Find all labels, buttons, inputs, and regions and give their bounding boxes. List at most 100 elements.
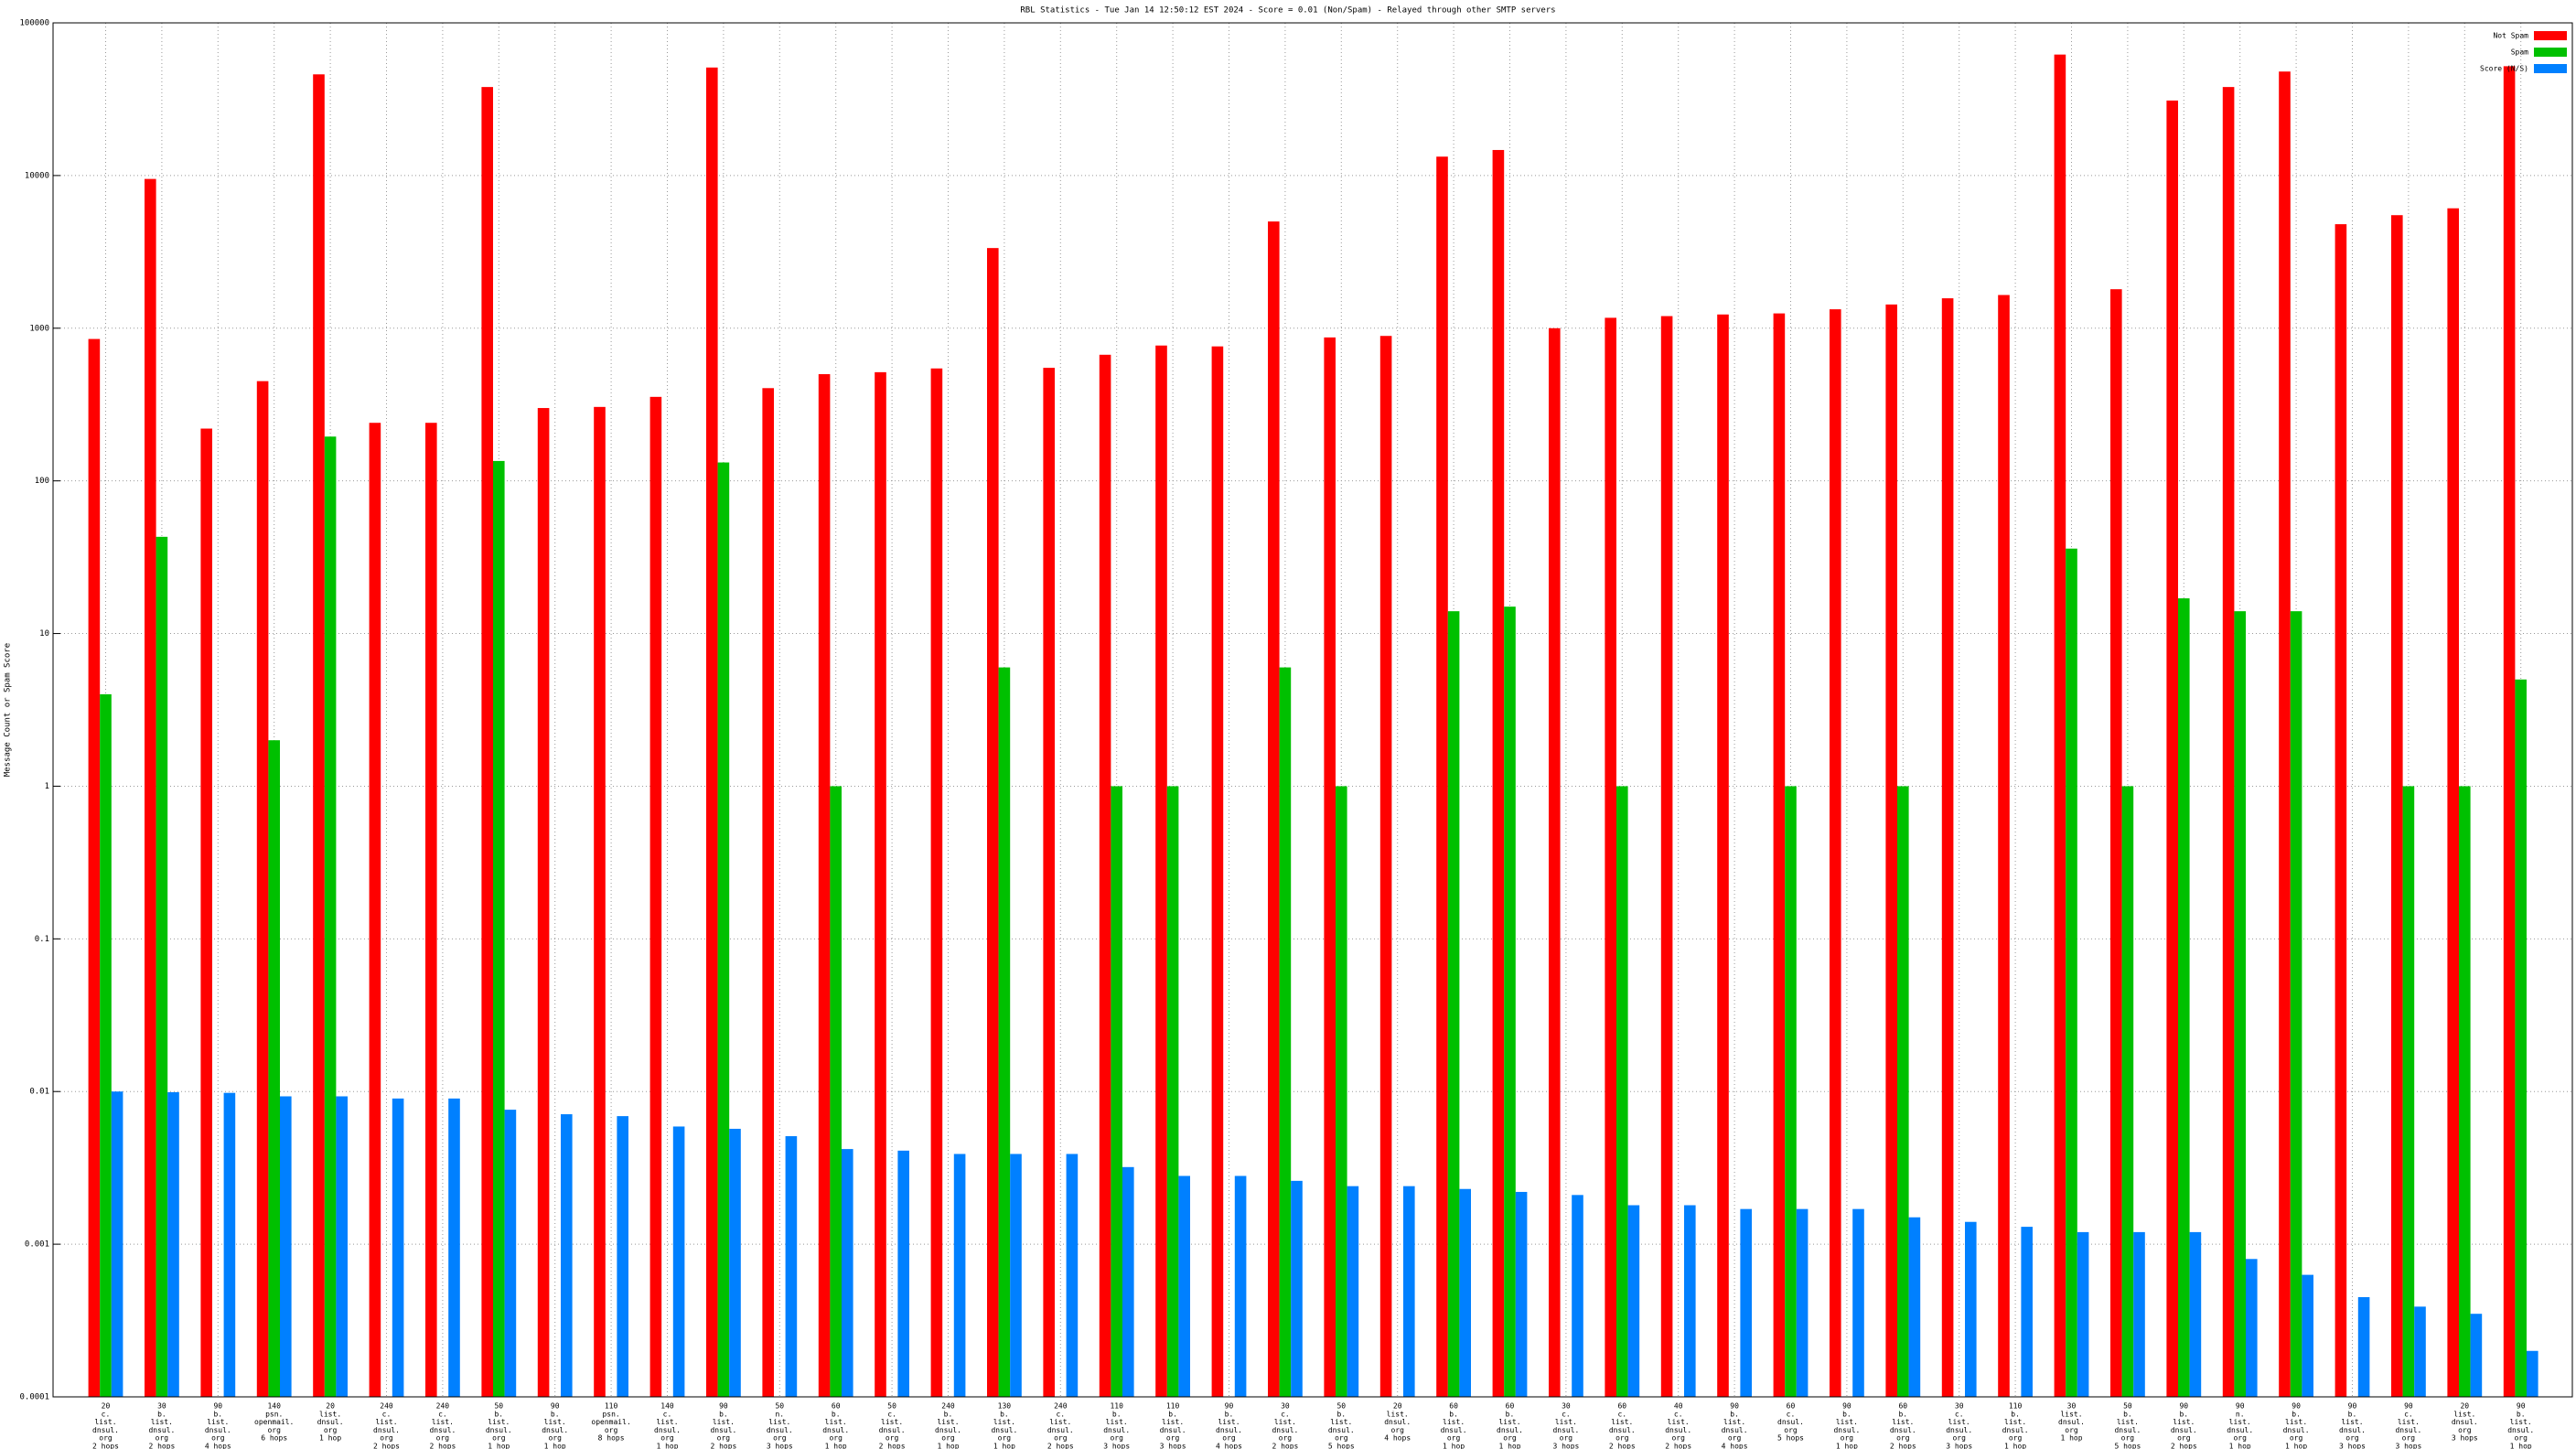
x-tick-label: dnsul.	[822, 1426, 849, 1434]
x-tick-label: 240	[436, 1402, 450, 1411]
bar	[1155, 345, 1167, 1398]
bar	[1447, 611, 1460, 1397]
bar	[2447, 208, 2459, 1397]
bar	[594, 406, 606, 1397]
x-tick-label: org	[267, 1426, 281, 1434]
x-tick-label: list.	[488, 1418, 510, 1426]
bar	[672, 1126, 685, 1397]
x-tick-label: dnsul.	[2171, 1426, 2197, 1434]
bar	[256, 381, 269, 1397]
bar	[561, 1114, 573, 1397]
bar	[1234, 1175, 1247, 1397]
x-tick-label: b.	[2123, 1410, 2132, 1418]
bar	[280, 1096, 292, 1397]
bar	[1998, 295, 2010, 1397]
x-tick-label: 1 hop	[1836, 1443, 1858, 1449]
x-tick-label: dnsul.	[935, 1426, 961, 1434]
x-tick-label: 140	[267, 1402, 281, 1411]
x-tick-label: 2 hops	[148, 1443, 175, 1449]
x-tick-label: 90	[2404, 1402, 2413, 1411]
x-tick-label: dnsul.	[1160, 1426, 1186, 1434]
x-tick-label: 50	[494, 1402, 503, 1411]
x-tick-label: list.	[2285, 1418, 2307, 1426]
x-tick-label: org	[1503, 1434, 1517, 1443]
bar	[1660, 316, 1673, 1398]
x-tick-label: dnsul.	[2452, 1418, 2478, 1426]
x-tick-label: 2 hops	[1047, 1443, 1074, 1449]
x-tick-label: dnsul.	[542, 1426, 568, 1434]
x-tick-label: list.	[94, 1418, 116, 1426]
bar	[729, 1128, 741, 1397]
x-tick-label: 1 hop	[1443, 1443, 1465, 1449]
x-tick-label: 60	[1898, 1402, 1907, 1411]
x-tick-label: 50	[2123, 1402, 2132, 1411]
bar	[998, 667, 1011, 1397]
bar	[1897, 786, 1909, 1397]
x-tick-label: org	[1335, 1434, 1348, 1443]
bar	[223, 1092, 236, 1397]
y-tick-label: 0.001	[25, 1240, 49, 1250]
bar	[2246, 1259, 2258, 1397]
bar	[1403, 1186, 1415, 1397]
x-tick-label: b.	[1168, 1410, 1177, 1418]
x-tick-label: 3 hops	[2339, 1443, 2366, 1449]
x-tick-label: org	[436, 1434, 450, 1443]
bar	[481, 87, 493, 1398]
legend-label: Score (N/S)	[2480, 65, 2528, 73]
x-tick-label: dnsul.	[92, 1426, 119, 1434]
x-tick-label: 140	[660, 1402, 674, 1411]
legend-label: Spam	[2511, 48, 2528, 57]
y-tick-label: 100000	[19, 19, 49, 28]
bar	[1773, 313, 1786, 1397]
x-tick-label: list.	[1892, 1418, 1914, 1426]
x-tick-label: dnsul.	[1328, 1426, 1355, 1434]
bar	[2279, 71, 2291, 1398]
bar	[1291, 1180, 1303, 1397]
x-tick-label: dnsul.	[1890, 1426, 1916, 1434]
x-tick-label: org	[2345, 1434, 2359, 1443]
y-tick-label: 100	[35, 477, 49, 486]
x-tick-label: list.	[713, 1418, 735, 1426]
bar	[818, 374, 831, 1397]
x-tick-label: list.	[151, 1418, 173, 1426]
x-tick-label: 90	[2292, 1402, 2301, 1411]
x-tick-label: dnsul.	[2339, 1426, 2366, 1434]
x-tick-label: 2 hops	[92, 1443, 119, 1449]
bar	[2178, 598, 2190, 1397]
x-tick-label: 4 hops	[1384, 1434, 1411, 1443]
x-tick-label: 60	[1449, 1402, 1458, 1411]
bar	[1336, 786, 1347, 1397]
x-tick-label: list.	[993, 1418, 1015, 1426]
x-tick-label: list.	[375, 1418, 397, 1426]
x-tick-label: dnsul.	[1216, 1426, 1242, 1434]
y-tick-label: 10	[39, 629, 49, 639]
x-tick-label: list.	[1498, 1418, 1520, 1426]
x-tick-label: c.	[1955, 1410, 1964, 1418]
x-tick-label: openmail.	[254, 1418, 294, 1426]
x-tick-label: list.	[1162, 1418, 1184, 1426]
x-tick-label: dnsul.	[1047, 1426, 1074, 1434]
bar	[336, 1096, 348, 1397]
x-tick-label: org	[773, 1434, 787, 1443]
x-tick-label: 20	[1393, 1402, 1402, 1411]
x-tick-label: c.	[102, 1410, 111, 1418]
bar	[156, 536, 168, 1397]
bar	[2133, 1231, 2145, 1397]
x-tick-label: 1 hop	[993, 1443, 1015, 1449]
bar	[2077, 1231, 2089, 1397]
x-tick-label: list.	[1387, 1410, 1409, 1418]
x-tick-label: 90	[2517, 1402, 2526, 1411]
bar	[537, 408, 550, 1398]
x-tick-label: dnsul.	[879, 1426, 906, 1434]
bar	[649, 396, 662, 1398]
x-tick-label: 240	[1054, 1402, 1068, 1411]
x-tick-label: org	[1166, 1434, 1180, 1443]
x-tick-label: dnsul.	[991, 1426, 1017, 1434]
x-tick-label: b.	[1449, 1410, 1458, 1418]
x-tick-label: 110	[1110, 1402, 1123, 1411]
x-tick-label: 3 hops	[1946, 1443, 1972, 1449]
y-tick-label: 0.1	[35, 935, 49, 944]
x-tick-label: 90	[1842, 1402, 1852, 1411]
x-tick-label: org	[1110, 1434, 1123, 1443]
